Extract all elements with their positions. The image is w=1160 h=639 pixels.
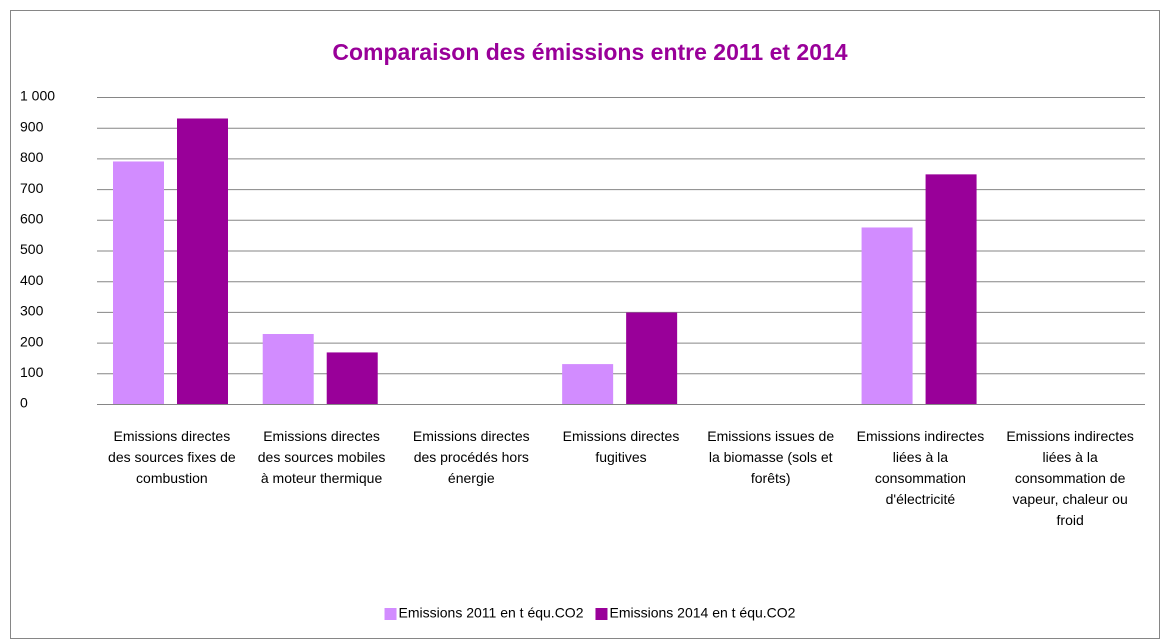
legend-swatch [595, 608, 608, 620]
bar [113, 161, 164, 404]
x-tick-label-line: Emissions indirectes [1006, 428, 1134, 444]
legend-item: Emissions 2011 en t équ.CO2 [384, 605, 584, 621]
legend-swatch [384, 608, 397, 620]
x-tick-label-line: forêts) [751, 470, 791, 486]
y-tick-label: 700 [20, 180, 44, 196]
x-tick-label-line: énergie [448, 470, 495, 486]
x-tick-label-line: liées à la [893, 449, 948, 465]
bar [562, 364, 614, 404]
x-tick-label: Emissions indirectes liées à la consommati… [1006, 428, 1134, 528]
bar [177, 118, 228, 405]
y-tick-label: 0 [20, 395, 28, 411]
legend-label: Emissions 2011 en t équ.CO2 [399, 605, 584, 621]
x-tick-label: Emissions indirectes liées à la consommati… [857, 428, 985, 507]
y-tick-label: 1 000 [20, 88, 55, 104]
x-tick-label-line: Emissions directes [413, 428, 530, 444]
chart-title: Comparaison des émissions entre 2011 et … [332, 39, 847, 65]
x-tick-label: Emissions issues de la biomasse (sols et f… [707, 428, 834, 486]
y-tick-label: 500 [20, 241, 44, 257]
x-tick-label-line: combustion [136, 470, 208, 486]
x-tick-label-line: des sources mobiles [258, 449, 386, 465]
x-tick-label-line: Emissions indirectes [857, 428, 985, 444]
y-tick-label: 600 [20, 211, 44, 227]
x-tick-label: Emissions directes des sources fixes de co… [108, 428, 236, 486]
legend-label: Emissions 2014 en t équ.CO2 [609, 605, 795, 621]
bar [326, 352, 378, 404]
x-tick-label-line: consommation de [1015, 470, 1126, 486]
x-tick-label-line: liées à la [1043, 449, 1098, 465]
x-tick-label-line: Emissions directes [114, 428, 231, 444]
y-tick-label: 900 [20, 118, 44, 134]
x-tick-label-line: à moteur thermique [261, 470, 383, 486]
x-tick-label-line: d'électricité [886, 491, 956, 507]
x-tick-label-line: la biomasse (sols et [709, 449, 833, 465]
x-tick-label-line: Emissions directes [563, 428, 680, 444]
x-tick-label-line: Emissions issues de [707, 428, 834, 444]
x-tick-label: Emissions directes des procédés hors énerg… [413, 428, 530, 486]
x-tick-label-line: Emissions directes [263, 428, 380, 444]
y-tick-label: 400 [20, 272, 44, 288]
y-tick-label: 100 [20, 364, 44, 380]
y-tick-label: 800 [20, 149, 44, 165]
bar [925, 174, 977, 404]
x-tick-label-line: fugitives [595, 449, 646, 465]
bar [861, 227, 913, 404]
y-tick-label: 300 [20, 303, 44, 319]
x-tick-label: Emissions directes des sources mobiles à m… [258, 428, 386, 486]
legend-item: Emissions 2014 en t équ.CO2 [595, 605, 796, 621]
x-tick-label-line: des procédés hors [414, 449, 529, 465]
x-tick-label-line: des sources fixes de [108, 449, 236, 465]
bar [262, 334, 314, 404]
x-tick-label: Emissions directes fugitives [563, 428, 680, 465]
x-tick-label-line: vapeur, chaleur ou [1013, 491, 1128, 507]
x-tick-label-line: froid [1057, 512, 1084, 528]
x-tick-label-line: consommation [875, 470, 966, 486]
y-tick-label: 200 [20, 333, 44, 349]
bar [626, 312, 678, 404]
